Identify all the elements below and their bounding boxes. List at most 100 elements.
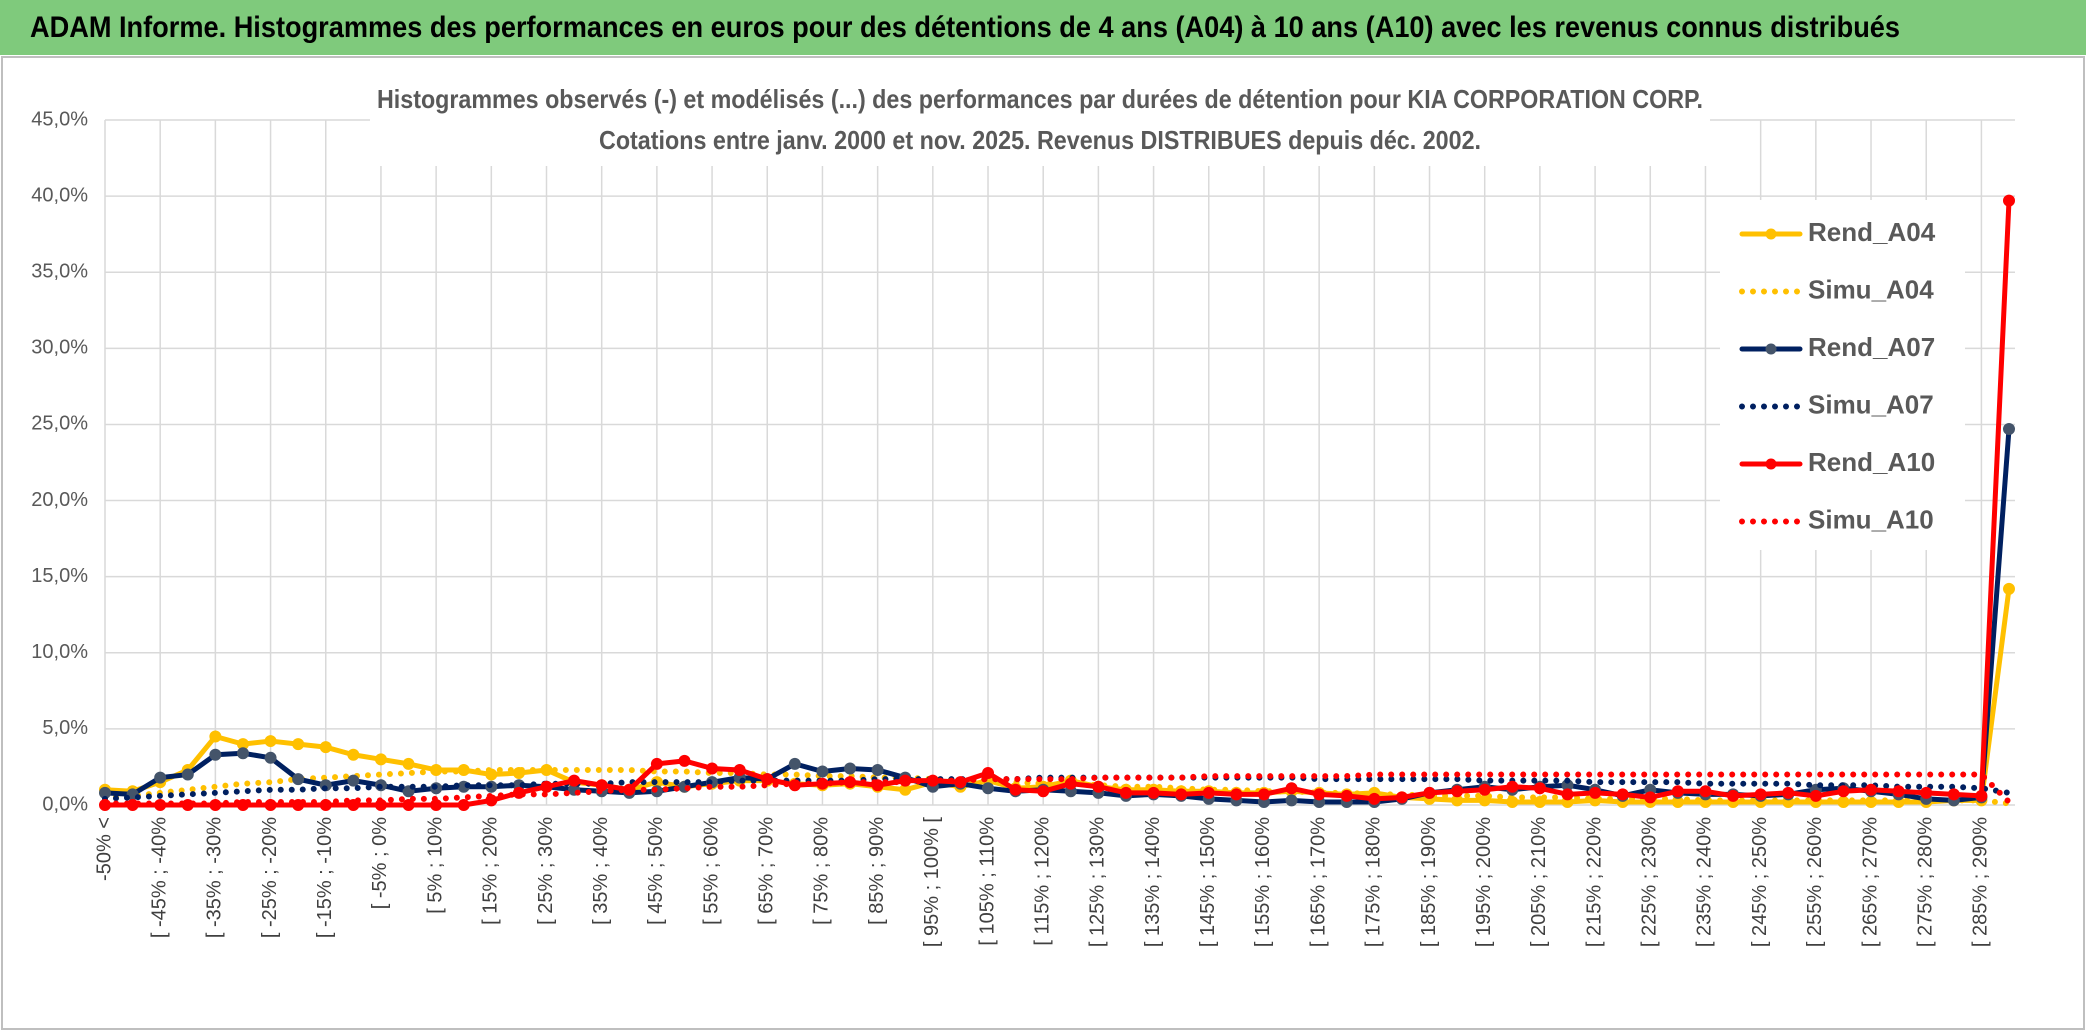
y-tick-label: 5,0%: [42, 717, 88, 739]
chart-title: Histogrammes observés (-) et modélisés (…: [377, 84, 1703, 114]
data-point: [1947, 788, 1960, 801]
x-tick-label: [ -35% ; -30%: [204, 817, 226, 938]
y-tick-label: 25,0%: [31, 413, 88, 435]
data-point: [706, 762, 719, 775]
data-point: [982, 767, 995, 780]
data-point: [1092, 780, 1105, 793]
x-tick-label: [ 15% ; 20%: [480, 817, 502, 925]
data-point: [1865, 783, 1878, 796]
x-tick-label: [ 135% ; 140%: [1142, 817, 1164, 947]
y-tick-label: 0,0%: [42, 793, 88, 815]
data-point: [1423, 786, 1436, 799]
legend-label: Rend_A10: [1808, 447, 1935, 477]
y-tick-label: 15,0%: [31, 565, 88, 587]
data-point: [1340, 789, 1353, 802]
data-point: [402, 757, 415, 770]
data-point: [844, 762, 857, 775]
x-tick-label: -50% <: [93, 817, 115, 881]
data-point: [788, 757, 801, 770]
data-point: [209, 748, 222, 761]
x-tick-label: [ 235% ; 240%: [1694, 817, 1716, 947]
series-line: [102, 771, 2012, 807]
legend-label: Rend_A04: [1808, 217, 1936, 247]
data-point: [1506, 780, 1519, 793]
data-point: [568, 774, 581, 787]
y-tick-label: 35,0%: [31, 261, 88, 283]
data-point: [733, 763, 746, 776]
data-point: [1782, 786, 1795, 799]
data-point: [374, 753, 387, 766]
x-tick-label: [ 95% ; 100% [: [921, 817, 943, 948]
data-point: [292, 738, 305, 751]
x-tick-label: [ -25% ; -20%: [259, 817, 281, 938]
data-point: [1478, 783, 1491, 796]
data-point: [650, 757, 663, 770]
x-tick-label: [ 225% ; 230%: [1639, 817, 1661, 947]
x-tick-label: [ 285% ; 290%: [1970, 817, 1992, 947]
data-point: [457, 799, 470, 811]
data-point: [1119, 786, 1132, 799]
data-point: [2003, 582, 2015, 595]
y-tick-label: 30,0%: [31, 337, 88, 359]
x-tick-label: [ -5% ; 0%: [369, 817, 391, 909]
data-point: [264, 735, 277, 748]
data-point: [181, 768, 194, 781]
data-point: [871, 763, 884, 776]
data-point: [1561, 788, 1574, 801]
data-point: [1644, 791, 1657, 804]
data-point: [1285, 794, 1298, 807]
x-tick-label: [ 145% ; 150%: [1197, 817, 1219, 947]
data-point: [347, 774, 360, 787]
data-point: [1230, 788, 1243, 801]
x-tick-label: [ 195% ; 200%: [1473, 817, 1495, 947]
x-tick-label: [ 25% ; 30%: [535, 817, 557, 925]
legend-marker: [1765, 228, 1777, 240]
x-tick-label: [ 275% ; 280%: [1914, 817, 1936, 947]
x-tick-label: [ 5% ; 10%: [424, 817, 446, 914]
x-tick-label: [ 155% ; 160%: [1252, 817, 1274, 947]
data-point: [1837, 785, 1850, 798]
x-tick-label: [ 125% ; 130%: [1087, 817, 1109, 947]
x-tick-label: [ -15% ; -10%: [314, 817, 336, 938]
data-point: [1147, 786, 1160, 799]
x-tick-label: [ 55% ; 60%: [700, 817, 722, 925]
data-point: [2003, 423, 2015, 436]
x-tick-label: [ 255% ; 260%: [1804, 817, 1826, 947]
chart-frame: [1, 56, 2085, 1030]
data-point: [1616, 788, 1629, 801]
data-point: [1809, 789, 1822, 802]
series-layer: [99, 194, 2015, 811]
header-title: ADAM Informe. Histogrammes des performan…: [30, 11, 1900, 44]
header-bar: [0, 0, 2086, 55]
data-point: [1589, 786, 1602, 799]
data-point: [1037, 785, 1050, 798]
legend-background: [1720, 200, 1965, 550]
y-tick-label: 40,0%: [31, 184, 88, 206]
legend-label: Rend_A07: [1808, 332, 1935, 362]
data-point: [1699, 785, 1712, 798]
series-line: [102, 586, 2012, 805]
data-point: [1975, 789, 1988, 802]
legend-label: Simu_A10: [1808, 504, 1934, 534]
data-point: [1451, 785, 1464, 798]
data-point: [1754, 788, 1767, 801]
x-tick-label: [ 35% ; 40%: [590, 817, 612, 925]
x-tick-label: [ 115% ; 120%: [1031, 817, 1053, 946]
x-tick-label: [ 205% ; 210%: [1528, 817, 1550, 947]
chart-subtitle: Cotations entre janv. 2000 et nov. 2025.…: [599, 125, 1481, 155]
y-tick-label: 10,0%: [31, 641, 88, 663]
data-point: [1727, 789, 1740, 802]
data-point: [319, 741, 332, 754]
x-tick-label: [ 265% ; 270%: [1859, 817, 1881, 947]
y-tick-label: 20,0%: [31, 489, 88, 511]
data-point: [816, 765, 829, 778]
x-tick-label: [ -45% ; -40%: [148, 817, 170, 938]
legend: Rend_A04 Simu_A04 Rend_A07 Simu_A07 Rend_A10…: [1739, 217, 1936, 534]
data-point: [982, 782, 995, 795]
data-point: [2003, 194, 2015, 207]
data-point: [1920, 786, 1933, 799]
y-tick-label: 45,0%: [31, 108, 88, 130]
series-line: [102, 198, 2012, 808]
x-tick-label: [ 245% ; 250%: [1749, 817, 1771, 947]
